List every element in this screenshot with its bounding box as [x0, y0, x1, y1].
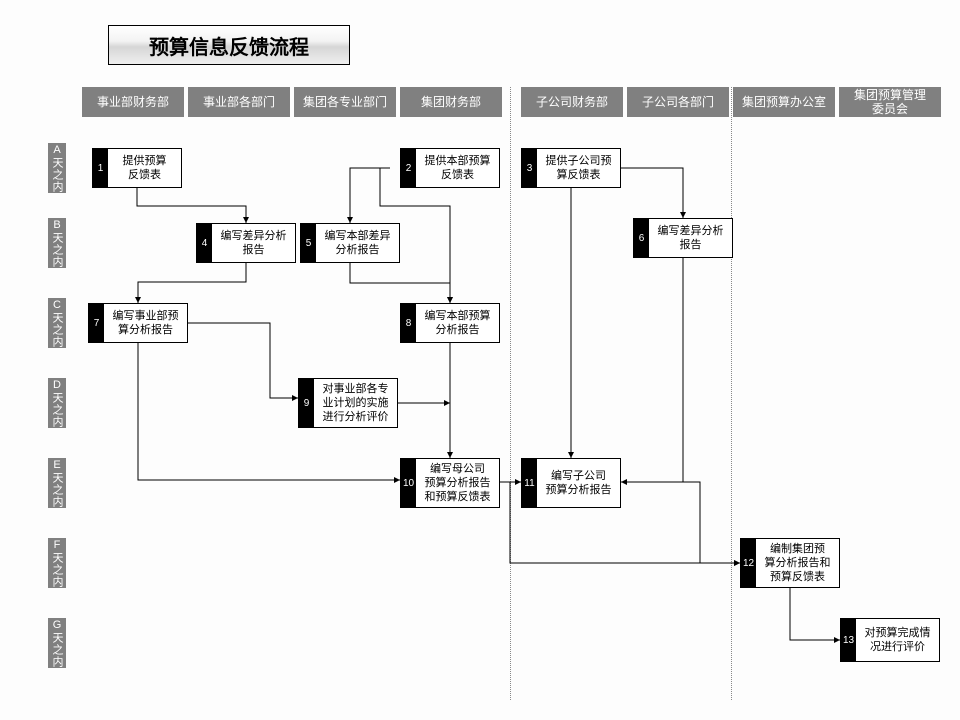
edge [350, 263, 450, 303]
row-label: D天之内 [48, 378, 66, 428]
row-label: A天之内 [48, 143, 66, 193]
node-text: 编写差异分析 报告 [649, 219, 732, 257]
row-label: G天之内 [48, 618, 66, 668]
diagram-title: 预算信息反馈流程 [108, 25, 350, 65]
node-number: 6 [634, 219, 649, 257]
row-label: B天之内 [48, 218, 66, 268]
flow-node-1: 1提供预算 反馈表 [92, 148, 182, 188]
flow-node-4: 4编写差异分析 报告 [196, 223, 296, 263]
node-text: 提供子公司预 算反馈表 [537, 149, 620, 187]
edge [621, 258, 683, 482]
row-label: F天之内 [48, 538, 66, 588]
node-text: 编制集团预 算分析报告和 预算反馈表 [756, 539, 839, 587]
column-header: 事业部财务部 [82, 87, 184, 117]
node-number: 4 [197, 224, 212, 262]
column-header: 集团预算办公室 [733, 87, 835, 117]
column-header: 集团预算管理 委员会 [839, 87, 941, 117]
flow-node-8: 8编写本部预算 分析报告 [400, 303, 500, 343]
node-number: 2 [401, 149, 416, 187]
lane-divider [731, 87, 732, 700]
node-text: 编写母公司 预算分析报告 和预算反馈表 [416, 459, 499, 507]
flow-node-10: 10编写母公司 预算分析报告 和预算反馈表 [400, 458, 500, 508]
node-number: 13 [841, 619, 856, 661]
row-label: C天之内 [48, 298, 66, 348]
node-text: 提供预算 反馈表 [108, 149, 181, 187]
flow-node-11: 11编写子公司 预算分析报告 [521, 458, 621, 508]
flow-node-7: 7编写事业部预 算分析报告 [88, 303, 188, 343]
node-number: 11 [522, 459, 537, 507]
edge [621, 482, 740, 563]
edge [137, 188, 246, 223]
flow-node-6: 6编写差异分析 报告 [633, 218, 733, 258]
node-text: 编写差异分析 报告 [212, 224, 295, 262]
node-text: 编写子公司 预算分析报告 [537, 459, 620, 507]
flow-node-3: 3提供子公司预 算反馈表 [521, 148, 621, 188]
edge [790, 588, 840, 640]
edge [138, 263, 246, 303]
flow-node-13: 13对预算完成情 况进行评价 [840, 618, 940, 662]
edge [188, 323, 298, 398]
column-header: 集团财务部 [400, 87, 502, 117]
flowchart-canvas: 预算信息反馈流程事业部财务部事业部各部门集团各专业部门集团财务部子公司财务部子公… [0, 0, 960, 720]
row-label: E天之内 [48, 458, 66, 508]
lane-divider [510, 87, 511, 700]
node-number: 9 [299, 379, 314, 427]
node-number: 7 [89, 304, 104, 342]
column-header: 子公司财务部 [521, 87, 623, 117]
node-text: 编写事业部预 算分析报告 [104, 304, 187, 342]
column-header: 子公司各部门 [627, 87, 729, 117]
flow-node-12: 12编制集团预 算分析报告和 预算反馈表 [740, 538, 840, 588]
edge [621, 168, 683, 218]
node-number: 8 [401, 304, 416, 342]
node-text: 提供本部预算 反馈表 [416, 149, 499, 187]
flow-node-9: 9对事业部各专 业计划的实施 进行分析评价 [298, 378, 398, 428]
flow-node-2: 2提供本部预算 反馈表 [400, 148, 500, 188]
edge [350, 168, 390, 223]
node-text: 对预算完成情 况进行评价 [856, 619, 939, 661]
node-text: 对事业部各专 业计划的实施 进行分析评价 [314, 379, 397, 427]
node-text: 编写本部预算 分析报告 [416, 304, 499, 342]
column-header: 集团各专业部门 [294, 87, 396, 117]
node-text: 编写本部差异 分析报告 [316, 224, 399, 262]
node-number: 10 [401, 459, 416, 507]
node-number: 12 [741, 539, 756, 587]
node-number: 3 [522, 149, 537, 187]
flow-node-5: 5编写本部差异 分析报告 [300, 223, 400, 263]
column-header: 事业部各部门 [188, 87, 290, 117]
node-number: 1 [93, 149, 108, 187]
node-number: 5 [301, 224, 316, 262]
